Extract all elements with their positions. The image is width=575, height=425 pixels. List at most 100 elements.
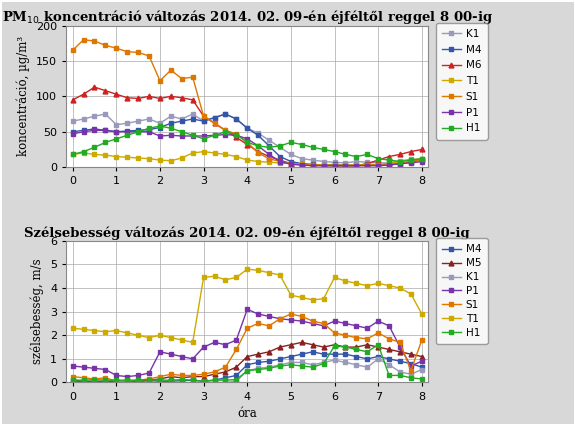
S1 xyxy=(353,335,360,340)
P1 xyxy=(419,359,426,364)
K1 xyxy=(298,156,305,161)
T1 xyxy=(113,154,120,159)
S1 xyxy=(178,373,185,378)
K1 xyxy=(189,380,196,385)
S1 xyxy=(211,369,218,374)
T1 xyxy=(102,329,109,334)
Line: P1: P1 xyxy=(70,128,424,168)
M6 xyxy=(156,96,163,101)
M5 xyxy=(211,372,218,377)
S1 xyxy=(156,374,163,379)
K1 xyxy=(200,119,207,124)
S1 xyxy=(408,159,415,164)
S1 xyxy=(222,365,229,370)
M4 xyxy=(145,378,152,383)
K1 xyxy=(255,366,262,371)
Title: PM$_{10}$ koncentráció változás 2014. 02. 09-én éjféltől reggel 8 00-ig: PM$_{10}$ koncentráció változás 2014. 02… xyxy=(2,8,493,25)
T1 xyxy=(167,335,174,340)
M6 xyxy=(211,121,218,126)
X-axis label: óra: óra xyxy=(237,407,257,420)
P1 xyxy=(277,316,283,321)
H1 xyxy=(364,152,371,157)
K1 xyxy=(397,369,404,374)
H1 xyxy=(266,366,273,371)
M6 xyxy=(145,94,152,99)
P1 xyxy=(397,161,404,166)
H1 xyxy=(167,377,174,382)
P1 xyxy=(309,163,316,168)
M5 xyxy=(309,342,316,347)
H1 xyxy=(353,347,360,352)
T1 xyxy=(375,162,382,167)
H1 xyxy=(244,368,251,373)
S1 xyxy=(266,156,273,161)
M4 xyxy=(135,128,141,133)
P1 xyxy=(124,374,131,379)
M4 xyxy=(277,154,283,159)
K1 xyxy=(233,116,240,122)
T1 xyxy=(91,152,98,157)
P1 xyxy=(353,323,360,329)
Legend: M4, M5, K1, P1, S1, T1, H1: M4, M5, K1, P1, S1, T1, H1 xyxy=(436,238,488,344)
M4 xyxy=(113,380,120,385)
S1 xyxy=(309,319,316,324)
H1 xyxy=(309,365,316,370)
M6 xyxy=(277,158,283,163)
M4 xyxy=(102,380,109,385)
M4 xyxy=(342,162,349,167)
M4 xyxy=(298,351,305,357)
M4 xyxy=(408,159,415,164)
M5 xyxy=(266,349,273,354)
K1 xyxy=(375,160,382,165)
H1 xyxy=(222,129,229,134)
T1 xyxy=(222,152,229,157)
M4 xyxy=(255,133,262,138)
K1 xyxy=(364,365,371,370)
T1 xyxy=(91,328,98,333)
K1 xyxy=(255,130,262,136)
M4 xyxy=(342,351,349,357)
T1 xyxy=(156,158,163,163)
M4 xyxy=(375,354,382,359)
K1 xyxy=(124,121,131,126)
T1 xyxy=(69,152,76,157)
H1 xyxy=(91,377,98,382)
P1 xyxy=(145,129,152,134)
S1 xyxy=(91,377,98,382)
M6 xyxy=(102,88,109,93)
M4 xyxy=(288,159,294,164)
K1 xyxy=(167,380,174,385)
T1 xyxy=(178,156,185,161)
K1 xyxy=(80,116,87,122)
T1 xyxy=(156,333,163,338)
M4 xyxy=(156,125,163,130)
T1 xyxy=(320,162,327,167)
M5 xyxy=(145,377,152,382)
M5 xyxy=(189,374,196,379)
P1 xyxy=(200,345,207,350)
P1 xyxy=(102,367,109,372)
M6 xyxy=(309,162,316,167)
Line: K1: K1 xyxy=(70,357,424,385)
K1 xyxy=(309,362,316,367)
K1 xyxy=(419,367,426,372)
P1 xyxy=(200,133,207,139)
T1 xyxy=(266,270,273,275)
P1 xyxy=(145,371,152,376)
M6 xyxy=(331,163,338,168)
K1 xyxy=(375,356,382,361)
S1 xyxy=(91,39,98,44)
H1 xyxy=(386,373,393,378)
S1 xyxy=(331,163,338,168)
K1 xyxy=(342,360,349,365)
M5 xyxy=(233,365,240,370)
M4 xyxy=(266,143,273,148)
T1 xyxy=(233,154,240,159)
P1 xyxy=(419,159,426,164)
S1 xyxy=(113,379,120,384)
M5 xyxy=(342,345,349,350)
P1 xyxy=(320,323,327,329)
K1 xyxy=(102,111,109,116)
T1 xyxy=(331,162,338,167)
P1 xyxy=(408,363,415,368)
